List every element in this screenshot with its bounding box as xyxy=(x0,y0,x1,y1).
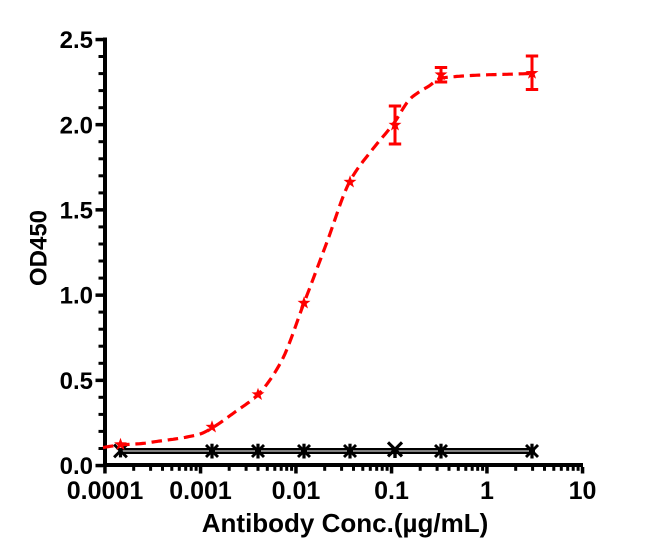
svg-text:OD450: OD450 xyxy=(26,210,53,286)
svg-text:2.5: 2.5 xyxy=(60,27,93,54)
svg-text:0.001: 0.001 xyxy=(169,477,232,505)
svg-text:0.0001: 0.0001 xyxy=(67,477,144,505)
svg-text:10: 10 xyxy=(569,477,597,505)
svg-text:0.5: 0.5 xyxy=(60,368,93,395)
svg-text:0.0: 0.0 xyxy=(60,453,93,480)
svg-text:Antibody Conc.(µg/mL): Antibody Conc.(µg/mL) xyxy=(202,508,489,538)
svg-text:0.01: 0.01 xyxy=(272,477,321,505)
svg-text:0.1: 0.1 xyxy=(374,477,409,505)
svg-text:1.0: 1.0 xyxy=(60,283,93,310)
svg-text:1: 1 xyxy=(480,477,494,505)
svg-text:2.0: 2.0 xyxy=(60,112,93,139)
svg-text:1.5: 1.5 xyxy=(60,198,93,225)
